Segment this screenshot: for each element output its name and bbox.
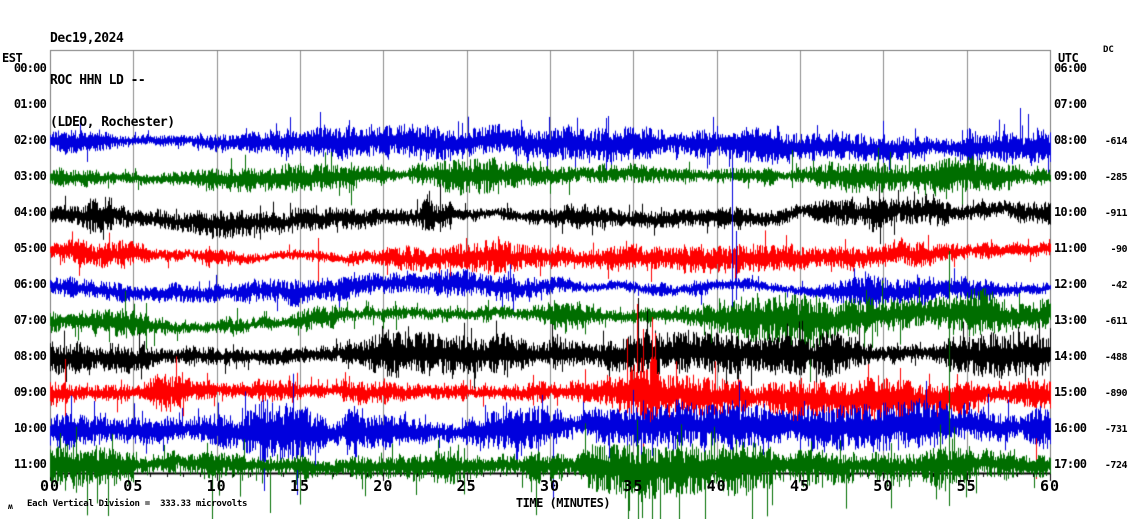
footnote-marker: ʍ [8,502,13,511]
utc-label: 12:00 [1054,277,1087,291]
est-label: 08:00 [13,349,47,363]
est-label: 03:00 [13,169,47,183]
utc-label: 10:00 [1054,205,1087,219]
x-tick-label: 55 [956,477,977,495]
est-label: 06:00 [13,277,47,291]
utc-label: 13:00 [1054,313,1087,327]
est-label: 09:00 [13,385,47,399]
utc-label: 15:00 [1054,385,1087,399]
x-tick-label: 15 [289,477,311,495]
dc-value: -724 [1104,460,1128,471]
x-tick-label: 40 [706,477,727,495]
utc-label: 06:00 [1054,61,1087,75]
utc-label: 07:00 [1054,97,1087,111]
utc-label: 16:00 [1054,421,1087,435]
utc-label: 08:00 [1054,133,1087,147]
x-tick-label: 00 [39,477,61,495]
x-tick-label: 10 [206,477,227,495]
x-tick-label: 45 [789,477,811,495]
x-tick-label: 50 [873,477,894,495]
title-station: ROC HHN LD -- [50,73,146,88]
est-label: 10:00 [13,421,47,435]
dc-value: -285 [1104,172,1128,183]
x-tick-label: 05 [123,477,144,495]
dc-value: -488 [1104,352,1128,363]
dc-value: -890 [1104,388,1128,399]
est-label: 00:00 [13,61,47,75]
x-tick-label: 30 [539,477,561,495]
plot-title: Dec19,2024 ROC HHN LD -- (LDEO, Rocheste… [50,4,175,158]
dc-value: -731 [1104,424,1128,435]
dc-value: -90 [1110,244,1127,255]
scale-footnote: Each Vertical Division = 333.33 microvol… [27,499,248,509]
dc-value: -611 [1104,316,1128,327]
utc-label: 11:00 [1054,241,1087,255]
utc-label: 09:00 [1054,169,1087,183]
utc-axis-header: UTC [1058,51,1079,65]
x-tick-label: 35 [623,477,644,495]
est-label: 07:00 [13,313,47,327]
x-tick-label: 20 [373,477,394,495]
utc-label: 14:00 [1054,349,1087,363]
est-label: 11:00 [13,457,47,471]
dc-value: -42 [1110,280,1127,291]
title-date: Dec19,2024 [50,31,124,46]
title-location: (LDEO, Rochester) [50,115,175,130]
est-label: 04:00 [13,205,47,219]
dc-value: -911 [1104,208,1128,219]
dc-value: -614 [1104,136,1128,147]
est-axis-header: EST [2,51,23,65]
est-label: 02:00 [13,133,47,147]
est-label: 01:00 [13,97,47,111]
est-label: 05:00 [13,241,47,255]
x-tick-label: 25 [456,477,477,495]
utc-label: 17:00 [1054,457,1087,471]
dc-column-header: DC [1103,45,1114,55]
x-tick-label: 60 [1039,477,1061,495]
x-axis-title: TIME (MINUTES) [515,496,611,510]
